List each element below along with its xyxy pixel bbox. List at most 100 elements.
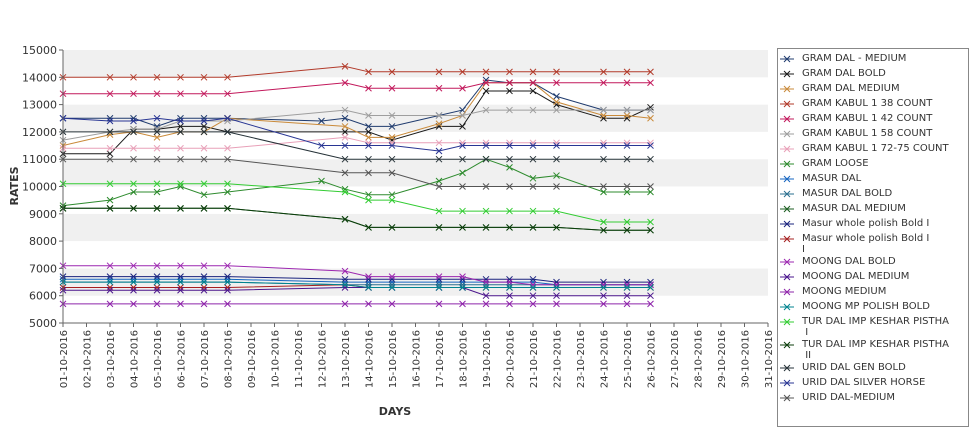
x-tick-label: 16-10-2016 <box>412 330 423 388</box>
legend-marker <box>780 175 794 183</box>
data-point <box>365 196 372 204</box>
y-tick-label: 6000 <box>29 290 57 303</box>
data-point <box>177 155 184 163</box>
data-point <box>459 84 466 92</box>
data-point <box>341 267 349 275</box>
legend-marker <box>780 235 794 243</box>
data-point <box>200 117 208 125</box>
data-point <box>529 87 537 95</box>
data-point <box>365 123 372 130</box>
data-point <box>224 128 231 136</box>
data-point <box>506 224 513 231</box>
data-point <box>600 155 607 163</box>
legend-marker <box>780 115 794 123</box>
y-tick-label: 7000 <box>29 262 57 275</box>
data-point <box>459 281 466 289</box>
data-point <box>200 128 208 136</box>
data-point <box>365 84 372 92</box>
data-point <box>459 112 466 119</box>
legend-marker <box>780 258 794 266</box>
data-point <box>200 284 208 291</box>
x-tick-label: 04-10-2016 <box>130 330 141 388</box>
data-point <box>153 273 161 280</box>
data-point <box>106 90 114 98</box>
data-point <box>553 106 560 114</box>
data-point <box>388 123 396 130</box>
data-point <box>482 224 490 231</box>
data-point <box>623 183 631 190</box>
data-point <box>459 300 466 308</box>
data-point <box>130 180 137 188</box>
data-point <box>224 278 231 286</box>
x-tick-label: 24-10-2016 <box>600 330 611 388</box>
data-point <box>647 218 654 226</box>
data-point <box>177 73 184 81</box>
y-tick-label: 13000 <box>22 99 57 112</box>
data-point <box>647 142 654 149</box>
data-point <box>153 300 161 308</box>
data-point <box>553 284 560 291</box>
axes: 5000 6000 7000 8000 9000 10000 11000 12000 13000… <box>22 44 775 388</box>
x-tick-label: 13-10-2016 <box>341 330 352 388</box>
series-4 <box>59 79 654 98</box>
data-point <box>341 123 349 130</box>
series-line <box>62 158 651 207</box>
data-point <box>388 169 396 177</box>
data-point <box>506 278 513 286</box>
data-point <box>623 188 631 196</box>
legend-label: MOONG DAL MEDIUM <box>802 271 910 282</box>
data-point <box>153 204 161 212</box>
data-point <box>177 117 184 125</box>
x-tick-label: 27-10-2016 <box>670 330 681 388</box>
x-tick-label: 03-10-2016 <box>106 330 117 388</box>
data-point <box>482 155 490 163</box>
data-point <box>435 275 443 283</box>
data-point <box>341 63 349 70</box>
data-point <box>200 300 208 308</box>
grid-band <box>63 50 768 78</box>
data-point <box>647 284 654 291</box>
data-point <box>153 90 161 98</box>
x-tick-label: 26-10-2016 <box>647 330 658 388</box>
data-point <box>130 144 137 152</box>
data-point <box>506 275 513 283</box>
data-point <box>529 275 537 283</box>
series-5 <box>59 106 654 144</box>
data-point <box>318 117 325 125</box>
data-point <box>388 284 396 291</box>
series-line <box>62 117 651 152</box>
data-point <box>482 278 490 286</box>
legend-label: URID DAL-MEDIUM <box>802 392 896 403</box>
data-point <box>106 73 114 81</box>
data-point <box>177 275 184 283</box>
data-point <box>529 281 537 289</box>
x-tick-label: 23-10-2016 <box>576 330 587 388</box>
data-point <box>200 155 208 163</box>
data-point <box>623 106 631 114</box>
data-point <box>553 139 560 147</box>
data-point <box>365 134 372 141</box>
legend-marker <box>780 318 794 326</box>
series-layer <box>59 63 654 308</box>
data-point <box>177 128 184 136</box>
legend-label: GRAM KABUL 1 38 COUNT <box>802 98 933 109</box>
data-point <box>623 226 631 234</box>
data-point <box>200 273 208 280</box>
legend-marker <box>780 394 794 402</box>
legend-marker <box>780 288 794 296</box>
data-point <box>506 87 513 95</box>
series-3 <box>59 63 654 81</box>
data-point <box>388 112 396 119</box>
x-tick-label: 30-10-2016 <box>741 330 752 388</box>
data-point <box>529 300 537 308</box>
data-point <box>459 139 466 147</box>
data-point <box>647 300 654 308</box>
data-point <box>153 128 161 136</box>
data-point <box>553 98 560 106</box>
data-point <box>200 114 208 122</box>
data-point <box>341 106 349 114</box>
legend-label: MOONG DAL BOLD <box>802 256 896 267</box>
data-point <box>623 112 631 119</box>
data-point <box>553 224 560 231</box>
